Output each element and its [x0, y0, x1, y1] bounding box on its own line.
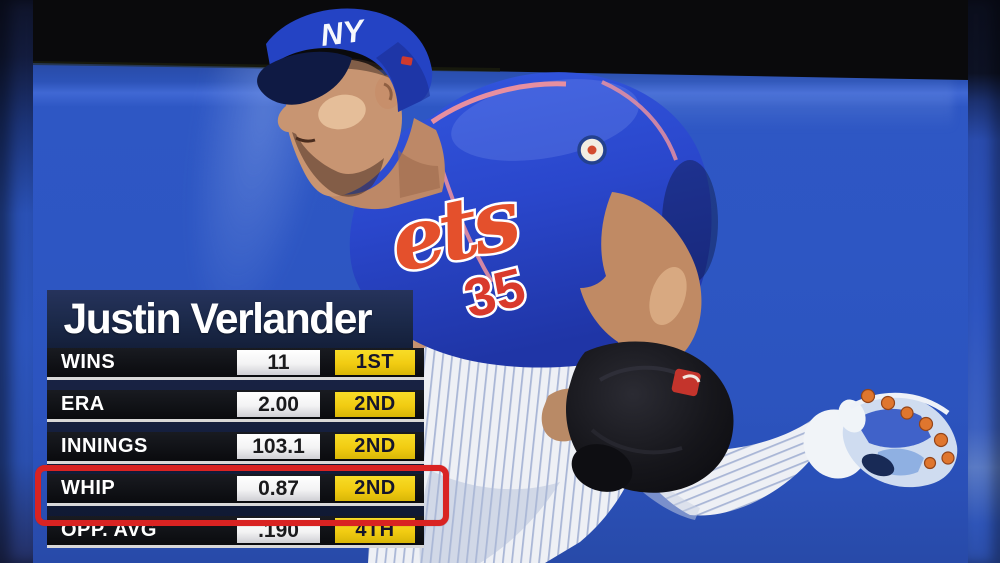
- stats-table: WINS 11 1ST ERA 2.00 2ND INNINGS 103.1 2…: [47, 348, 424, 548]
- stat-label: WHIP: [61, 477, 116, 499]
- fence: [33, 0, 968, 80]
- mouth: [295, 136, 316, 143]
- new-era-logo: [400, 56, 413, 66]
- stat-value: 0.87: [237, 476, 320, 501]
- left-blur-band: [0, 0, 33, 563]
- cell-separator: [320, 432, 335, 461]
- cap-brim: [257, 51, 352, 105]
- stat-row-era: ERA 2.00 2ND: [47, 390, 424, 422]
- cell-separator: [320, 348, 335, 377]
- stat-rank: 2ND: [335, 392, 415, 417]
- highlight-box-whip: [35, 465, 449, 526]
- stat-label: ERA: [61, 393, 105, 415]
- stat-rank: 2ND: [335, 434, 415, 459]
- stat-row-whip: WHIP 0.87 2ND: [47, 474, 424, 506]
- stat-value: 11: [237, 350, 320, 375]
- stat-row-innings: INNINGS 103.1 2ND: [47, 432, 424, 464]
- laces: [861, 453, 895, 477]
- stats-title-bar: Justin Verlander: [47, 290, 413, 348]
- player-name: Justin Verlander: [63, 294, 373, 343]
- glove: [566, 341, 734, 493]
- beard: [292, 132, 384, 197]
- player-illustration: ets 35 NY: [33, 0, 968, 563]
- stat-rank: 1ST: [335, 350, 415, 375]
- cap: NY: [257, 8, 433, 112]
- cell-separator: [320, 390, 335, 419]
- stat-label: INNINGS: [61, 435, 148, 457]
- cleat: [838, 388, 958, 488]
- stat-rank: 2ND: [335, 476, 415, 501]
- stat-value: 103.1: [237, 434, 320, 459]
- collar-piping: [430, 81, 567, 125]
- stat-label: WINS: [61, 351, 116, 373]
- right-blur-band: [968, 0, 1000, 563]
- stat-row-wins: WINS 11 1ST: [47, 348, 424, 380]
- cleat-studs: [860, 388, 955, 470]
- stat-value: 2.00: [237, 392, 320, 417]
- cap-logo-ny: NY: [319, 13, 369, 53]
